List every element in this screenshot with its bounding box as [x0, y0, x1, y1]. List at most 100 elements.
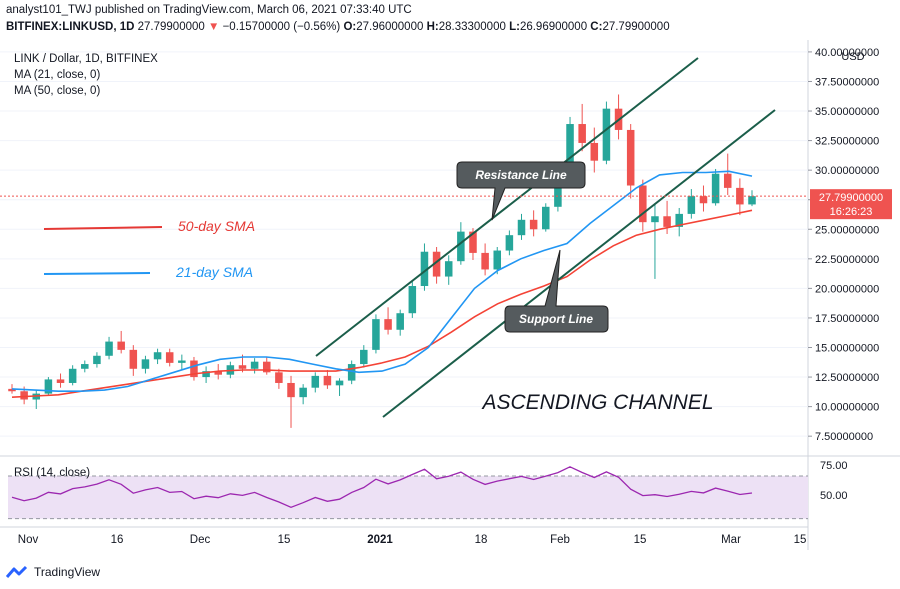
candle-body: [384, 319, 392, 330]
currency-label: USD: [841, 51, 864, 63]
ma50-legend: MA (50, close, 0): [14, 85, 101, 97]
last-price-badge: 27.79900000 16:26:23: [810, 189, 892, 220]
candle-body: [81, 364, 89, 369]
candle-body: [347, 364, 356, 381]
low-value: 26.96900000: [519, 21, 588, 33]
candle-body: [639, 185, 647, 223]
support-label: Support Line: [519, 312, 593, 326]
candle-body: [153, 352, 162, 360]
candle-body: [748, 196, 756, 205]
channel-upper-line: [315, 57, 699, 357]
candle-body: [105, 341, 113, 356]
time-tick-label: 2021: [367, 534, 393, 546]
sma21-legend-label: 21-day SMA: [175, 264, 253, 280]
candle-body: [117, 341, 125, 350]
countdown-text: 16:26:23: [830, 206, 873, 218]
brand-label: TradingView: [34, 565, 101, 579]
candle-body: [505, 235, 514, 251]
time-tick-label: 15: [794, 534, 807, 546]
main-series-legend: LINK / Dollar, 1D, BITFINEX: [14, 53, 158, 65]
channel-lower-line: [382, 109, 776, 418]
candle-body: [190, 360, 198, 378]
time-tick-label: 15: [278, 534, 291, 546]
price-tick-label: 22.50000000: [815, 254, 879, 266]
high-value: 28.33300000: [438, 21, 506, 33]
ma21-line: [11, 170, 753, 393]
tradingview-brand[interactable]: TradingView: [6, 565, 100, 579]
candle-body: [736, 187, 744, 205]
candle-body: [360, 349, 368, 365]
resistance-label: Resistance Line: [475, 168, 567, 182]
close-value: 27.79900000: [602, 21, 670, 33]
candle-body: [687, 196, 696, 214]
candle-body: [68, 368, 77, 383]
candle-body: [566, 124, 574, 181]
candle-body: [590, 142, 599, 161]
rsi-pane: [8, 466, 808, 520]
candle-body: [20, 391, 28, 400]
channel-label: ASCENDING CHANNEL: [480, 391, 713, 414]
candle-body: [323, 375, 332, 386]
down-arrow-icon: ▼: [207, 21, 220, 33]
open-value: 27.96000000: [356, 21, 424, 33]
candle-body: [651, 216, 659, 223]
time-tick-label: 18: [475, 534, 488, 546]
candle-body: [141, 359, 150, 369]
candle-body: [275, 372, 283, 383]
price-tick-label: 30.00000000: [815, 165, 879, 177]
candle-body: [554, 180, 562, 207]
price-tick-label: 17.50000000: [815, 313, 879, 325]
price-chart[interactable]: 40.00000000 37.50000000 35.00000000 32.5000…: [0, 0, 900, 560]
candle-body: [699, 196, 708, 204]
candle-body: [396, 313, 404, 330]
resistance-callout: Resistance Line: [456, 161, 586, 221]
candle-body: [517, 219, 526, 236]
candle-body: [408, 286, 417, 314]
candle-body: [372, 319, 380, 350]
candle-body: [262, 361, 271, 373]
candle-body: [457, 231, 465, 262]
price-tick-label: 25.00000000: [815, 224, 879, 236]
candle-body: [214, 371, 222, 375]
candle-body: [602, 108, 611, 161]
time-tick-label: Mar: [721, 534, 741, 546]
price-tick-label: 12.50000000: [815, 372, 879, 384]
price-scale[interactable]: 40.00000000 37.50000000 35.00000000 32.5000…: [808, 47, 879, 443]
support-callout: Support Line: [504, 249, 609, 333]
time-axis[interactable]: Nov 16 Dec 15 2021 18 Feb 15 Mar 15: [18, 534, 807, 546]
symbol-ohlc-line: BITFINEX:LINKUSD, 1D 27.79900000 ▼ −0.15…: [6, 21, 670, 33]
last-price-text: 27.79900000: [819, 192, 883, 204]
candle-body: [469, 231, 477, 253]
candle-body: [8, 388, 16, 392]
sma50-legend-line: [43, 226, 163, 230]
candlestick-series: [8, 94, 756, 428]
grid-lines: [0, 51, 808, 437]
candle-body: [711, 173, 720, 204]
candle-body: [675, 213, 683, 227]
candle-body: [165, 352, 174, 363]
close-label: C:: [590, 21, 603, 33]
candle-body: [663, 216, 671, 227]
time-tick-label: Dec: [190, 534, 211, 546]
candle-body: [129, 349, 138, 369]
candle-body: [202, 371, 210, 378]
last-value: 27.79900000: [137, 21, 205, 33]
price-tick-label: 20.00000000: [815, 283, 879, 295]
change-value: −0.15700000 (−0.56%): [222, 21, 341, 33]
candle-body: [578, 124, 586, 143]
candle-body: [299, 387, 307, 398]
rsi-legend: RSI (14, close): [14, 467, 90, 479]
candle-body: [93, 355, 101, 365]
candle-body: [44, 379, 53, 394]
price-tick-label: 10.00000000: [815, 402, 879, 414]
symbol-label: BITFINEX:LINKUSD, 1D: [6, 21, 135, 33]
price-tick-label: 7.50000000: [815, 431, 873, 443]
candle-body: [542, 206, 550, 230]
low-label: L:: [509, 21, 520, 33]
candle-body: [250, 361, 259, 369]
candle-body: [444, 261, 453, 277]
candle-body: [493, 250, 502, 270]
time-tick-label: Nov: [18, 534, 39, 546]
time-tick-label: 15: [634, 534, 647, 546]
time-tick-label: 16: [111, 534, 124, 546]
